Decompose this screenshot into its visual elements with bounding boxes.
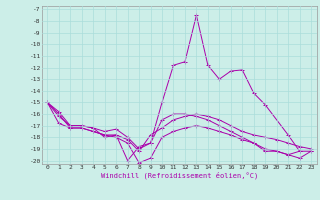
X-axis label: Windchill (Refroidissement éolien,°C): Windchill (Refroidissement éolien,°C) bbox=[100, 171, 258, 179]
